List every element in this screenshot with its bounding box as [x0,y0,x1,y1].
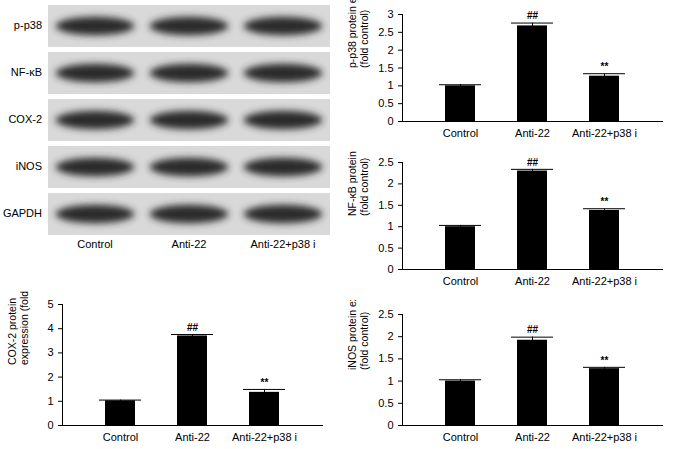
svg-text:GAPDH: GAPDH [3,207,42,219]
svg-text:Anti-22: Anti-22 [172,238,207,250]
svg-text:COX-2 proteinexpression (fold: COX-2 proteinexpression (fold control) [6,290,30,365]
svg-text:Anti-22+p38 i: Anti-22+p38 i [572,127,637,139]
svg-text:Control: Control [103,431,138,443]
svg-text:3: 3 [387,8,393,20]
svg-text:Control: Control [443,431,478,443]
svg-text:2: 2 [387,177,393,189]
svg-text:0.5: 0.5 [378,97,393,109]
svg-text:0: 0 [47,419,53,431]
svg-text:Anti-22+p38 i: Anti-22+p38 i [250,238,315,250]
svg-text:2: 2 [387,330,393,342]
svg-text:**: ** [601,355,609,366]
svg-text:2.5: 2.5 [378,308,393,320]
svg-text:1.5: 1.5 [378,62,393,74]
svg-text:iNOS protein expression(fold c: iNOS protein expression(fold control) [346,300,370,370]
svg-text:COX-2: COX-2 [8,113,42,125]
svg-text:NF-κB: NF-κB [11,66,42,78]
svg-text:##: ## [527,10,539,21]
svg-text:2.5: 2.5 [378,156,393,168]
svg-text:Control: Control [77,238,112,250]
svg-text:5: 5 [47,298,53,310]
svg-text:0: 0 [387,263,393,275]
svg-text:4: 4 [47,322,53,334]
svg-text:Anti-22+p38 i: Anti-22+p38 i [572,431,637,443]
svg-text:Control: Control [443,275,478,287]
svg-text:1: 1 [387,79,393,91]
svg-text:0: 0 [387,419,393,431]
svg-text:0.5: 0.5 [378,397,393,409]
svg-text:1.5: 1.5 [378,199,393,211]
svg-text:1: 1 [387,220,393,232]
svg-text:2: 2 [47,371,53,383]
svg-text:3: 3 [47,346,53,358]
svg-text:Anti-22+p38 i: Anti-22+p38 i [232,431,297,443]
svg-text:p-p38: p-p38 [14,19,42,31]
svg-text:Anti-22: Anti-22 [175,431,210,443]
svg-text:1.5: 1.5 [378,352,393,364]
svg-text:**: ** [261,377,269,388]
svg-text:Anti-22: Anti-22 [515,431,550,443]
svg-text:1: 1 [387,375,393,387]
svg-text:0: 0 [387,115,393,127]
svg-text:Control: Control [443,127,478,139]
svg-text:p-p38 protein expression(fold: p-p38 protein expression(fold control) [346,0,370,68]
svg-text:2.5: 2.5 [378,26,393,38]
svg-text:**: ** [601,196,609,207]
svg-text:##: ## [527,157,539,168]
svg-text:Anti-22+p38 i: Anti-22+p38 i [572,275,637,287]
svg-text:iNOS: iNOS [16,160,42,172]
svg-text:##: ## [527,324,539,335]
svg-text:1: 1 [47,395,53,407]
svg-text:Anti-22: Anti-22 [515,275,550,287]
svg-text:Anti-22: Anti-22 [515,127,550,139]
svg-text:##: ## [187,322,199,333]
svg-text:**: ** [601,61,609,72]
svg-text:NF-κB protein expression(fold: NF-κB protein expression(fold control) [346,148,370,216]
svg-text:0.5: 0.5 [378,242,393,254]
svg-text:2: 2 [387,44,393,56]
